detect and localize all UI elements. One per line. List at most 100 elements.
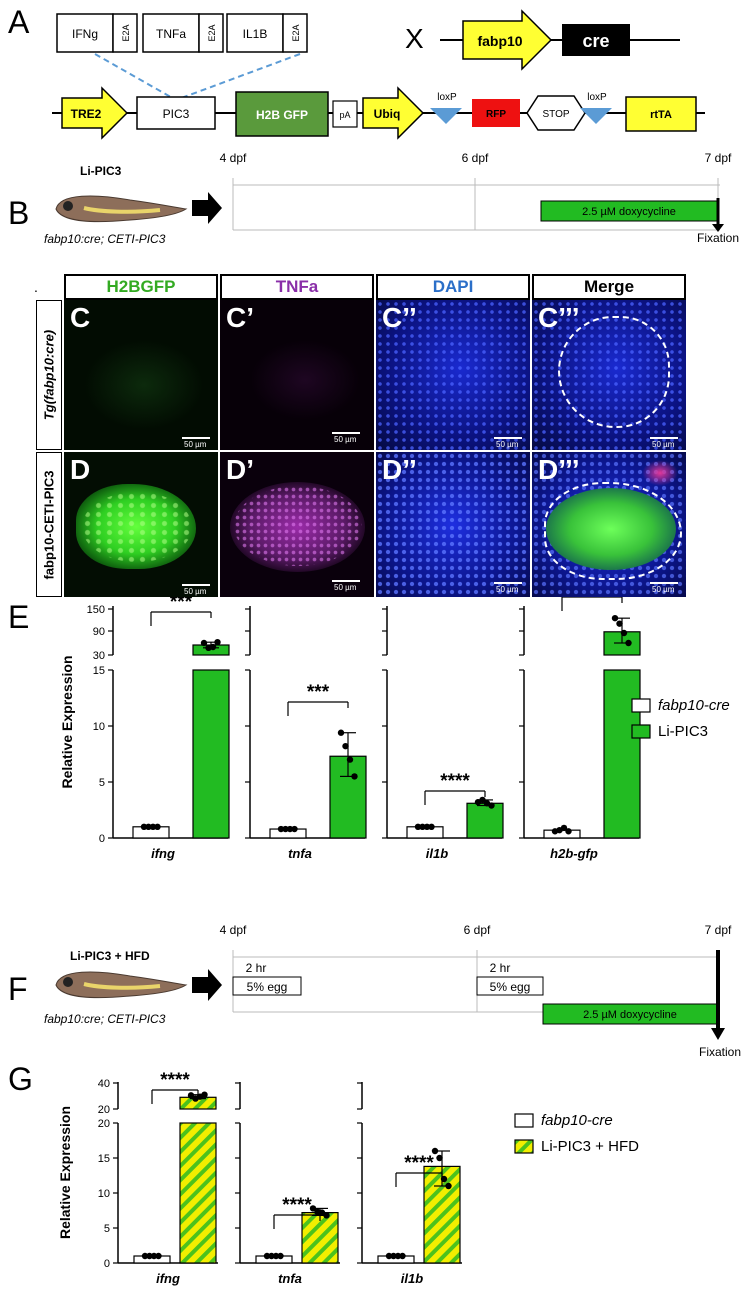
b-tick-4dpf: 4 dpf [220, 151, 247, 165]
ifng-box-label: IFNg [72, 27, 98, 41]
cre-label: cre [582, 31, 609, 51]
stray-dot: . [34, 279, 38, 295]
larva-illustration-f [55, 971, 188, 999]
b-tick-6dpf: 6 dpf [462, 151, 489, 165]
legend-label: Li-PIC3 [658, 723, 708, 740]
data-point [277, 825, 285, 833]
stop-label: STOP [542, 109, 569, 120]
scalebar-d [182, 584, 210, 586]
data-point [445, 1182, 452, 1190]
panel-label-c2: C’’ [382, 302, 417, 333]
e2a-label-2: E2A [207, 24, 217, 41]
panel-label-d3: D’’’ [538, 454, 580, 485]
data-point [625, 639, 632, 647]
cytokine-cassette: IFNg E2A TNFa E2A IL1B E2A [56, 13, 308, 53]
f-feed-1: 5% egg [247, 980, 288, 994]
legend-label: Li-PIC3 + HFD [541, 1138, 639, 1155]
micro-d-dapi: D’’ 50 µm [376, 452, 530, 597]
x-tick-label: il1b [426, 846, 448, 861]
data-point [145, 823, 152, 830]
micro-c-h2bgfp: C 50 µm [64, 300, 218, 450]
scalebar-d2 [494, 582, 522, 584]
data-point [323, 1212, 330, 1219]
data-point [390, 1252, 397, 1260]
data-point [337, 729, 345, 736]
data-point [146, 1252, 153, 1260]
bar-lower [603, 669, 641, 839]
legend-label: fabp10-cre [541, 1112, 613, 1129]
data-point [155, 1252, 162, 1260]
fabp10-cre-construct: fabp10 cre [440, 9, 680, 71]
micro-c-tnfa: C’ 50 µm [220, 300, 374, 450]
data-point [154, 823, 161, 830]
f-doxy-label: 2.5 µM doxycycline [583, 1009, 677, 1021]
micro-d-tnfa: D’ 50 µm [220, 452, 374, 597]
panel-label-d1: D’ [226, 454, 254, 485]
scale-label-c1: 50 µm [334, 435, 357, 444]
f-tick-7dpf: 7 dpf [705, 923, 732, 937]
data-point [436, 1154, 443, 1162]
micro-c-merge: C’’’ 50 µm [532, 300, 686, 450]
liver-outline-c [558, 316, 670, 428]
panel-label-c1: C’ [226, 302, 254, 333]
data-point [620, 629, 628, 637]
data-point [342, 742, 349, 750]
scalebar-c2 [494, 437, 522, 439]
micro-d-merge: D’’’ 50 µm [532, 452, 686, 597]
y-tick-label: 5 [99, 777, 105, 789]
panel-letter-g: G [8, 1061, 33, 1097]
micro-d-h2bgfp: D 50 µm [64, 452, 218, 597]
f-feed-time-1: 2 hr [246, 961, 267, 975]
significance-label: **** [404, 1153, 434, 1174]
micro-header-dapi: DAPI [376, 274, 530, 300]
ubiq-label: Ubiq [374, 107, 401, 121]
micro-c-dapi: C’’ 50 µm [376, 300, 530, 450]
e2a-label-3: E2A [291, 24, 301, 41]
pic3-label: PIC3 [163, 107, 190, 121]
e2a-label-1: E2A [121, 24, 131, 41]
fabp10-label: fabp10 [477, 33, 522, 49]
data-point [187, 1092, 195, 1099]
panel-label-c3: C’’’ [538, 302, 580, 333]
data-point [479, 796, 486, 804]
significance-label: *** [170, 592, 193, 613]
b-tick-7dpf: 7 dpf [705, 151, 732, 165]
data-point [611, 614, 619, 622]
y-tick-label: 150 [87, 604, 105, 616]
x-tick-label: tnfa [288, 846, 312, 861]
data-point [431, 1147, 439, 1155]
f-fixation: Fixation [699, 1045, 741, 1059]
ceti-pic3-construct: TRE2 PIC3 H2B GFP pA Ubiq loxP RFP STOP … [52, 86, 705, 140]
f-feed-2: 5% egg [490, 980, 531, 994]
pa-label: pA [339, 110, 350, 120]
data-point [414, 823, 422, 830]
legend-swatch [514, 1139, 534, 1154]
data-point [309, 1205, 317, 1212]
legend-swatch [631, 724, 651, 739]
data-point [385, 1252, 393, 1260]
scale-label-d3: 50 µm [652, 585, 675, 594]
y-tick-label: 10 [93, 721, 105, 733]
panel-label-d2: D’’ [382, 454, 417, 485]
y-tick-label: 15 [98, 1153, 110, 1165]
b-doxy-label: 2.5 µM doxycycline [582, 206, 676, 218]
chart-e: Relative Expression 0 5 10 15 30 90 150 *** ifng *… [59, 577, 730, 861]
h2bgfp-label: H2B GFP [256, 108, 308, 122]
data-point [272, 1252, 280, 1260]
x-tick-label: tnfa [278, 1271, 302, 1286]
legend-swatch [514, 1113, 534, 1128]
cross-symbol: X [405, 23, 424, 54]
f-arrow [192, 969, 222, 1001]
data-point [428, 823, 435, 830]
data-point [351, 773, 358, 780]
data-point [346, 756, 354, 763]
legend-label: fabp10-cre [658, 697, 730, 714]
scalebar-d3 [650, 582, 678, 584]
significance-label: **** [282, 1195, 312, 1216]
data-point [150, 1252, 158, 1260]
il1b-box-label: IL1B [243, 27, 268, 41]
scale-label-c3: 50 µm [652, 440, 675, 449]
data-point [263, 1252, 271, 1260]
y-tick-label: 0 [99, 833, 105, 845]
